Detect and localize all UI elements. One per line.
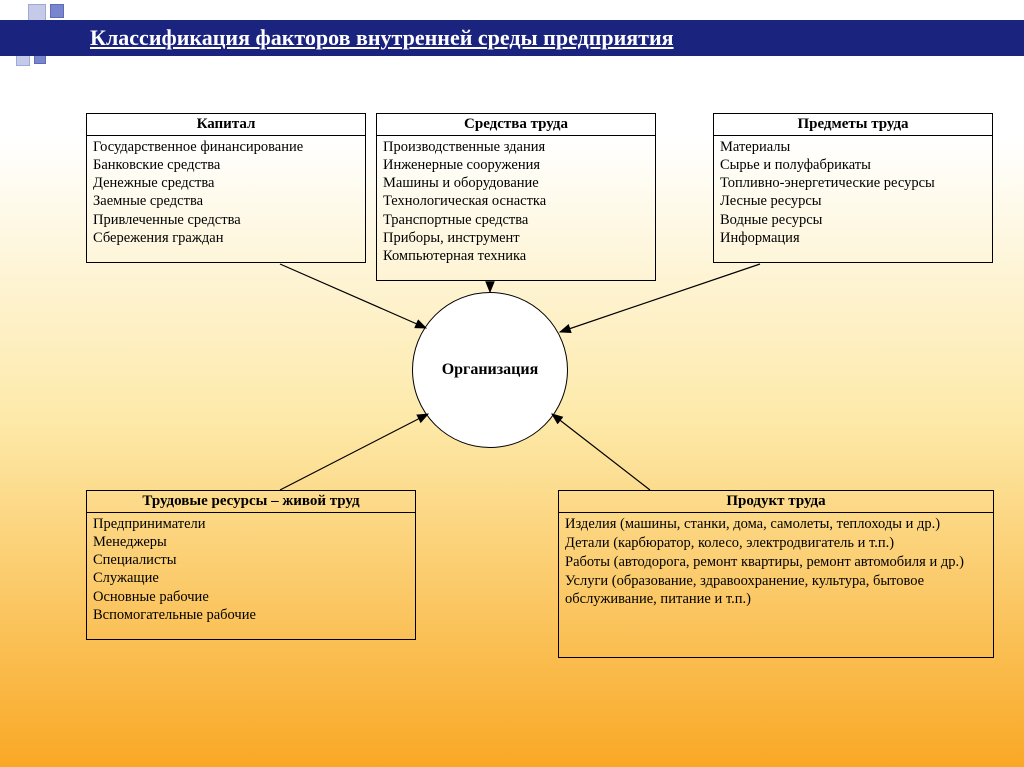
- slide-root: Классификация факторов внутренней среды …: [0, 0, 1024, 767]
- list-item: Сырье и полуфабрикаты: [720, 156, 986, 174]
- page-title: Классификация факторов внутренней среды …: [90, 25, 674, 51]
- title-bar: Классификация факторов внутренней среды …: [0, 20, 1024, 56]
- list-item: Топливно-энергетические ресурсы: [720, 174, 986, 192]
- list-item: Детали (карбюратор, колесо, электродвига…: [565, 534, 987, 553]
- box-means-title: Средства труда: [377, 114, 655, 136]
- box-capital: Капитал Государственное финансированиеБа…: [86, 113, 366, 263]
- list-item: Привлеченные средства: [93, 211, 359, 229]
- list-item: Лесные ресурсы: [720, 192, 986, 210]
- list-item: Банковские средства: [93, 156, 359, 174]
- list-item: Специалисты: [93, 551, 409, 569]
- box-product-title: Продукт труда: [559, 491, 993, 513]
- box-product: Продукт труда Изделия (машины, станки, д…: [558, 490, 994, 658]
- list-item: Сбережения граждан: [93, 229, 359, 247]
- list-item: Водные ресурсы: [720, 211, 986, 229]
- list-item: Инженерные сооружения: [383, 156, 649, 174]
- box-means-body: Производственные зданияИнженерные сооруж…: [377, 136, 655, 267]
- list-item: Заемные средства: [93, 192, 359, 210]
- list-item: Материалы: [720, 138, 986, 156]
- box-means: Средства труда Производственные зданияИн…: [376, 113, 656, 281]
- list-item: Транспортные средства: [383, 211, 649, 229]
- list-item: Приборы, инструмент: [383, 229, 649, 247]
- box-capital-body: Государственное финансированиеБанковские…: [87, 136, 365, 249]
- box-objects-title: Предметы труда: [714, 114, 992, 136]
- box-labor: Трудовые ресурсы – живой труд Предприним…: [86, 490, 416, 640]
- list-item: Машины и оборудование: [383, 174, 649, 192]
- list-item: Изделия (машины, станки, дома, самолеты,…: [565, 515, 987, 534]
- list-item: Работы (автодорога, ремонт квартиры, рем…: [565, 553, 987, 572]
- list-item: Государственное финансирование: [93, 138, 359, 156]
- list-item: Информация: [720, 229, 986, 247]
- box-product-body: Изделия (машины, станки, дома, самолеты,…: [559, 513, 993, 611]
- list-item: Компьютерная техника: [383, 247, 649, 265]
- list-item: Денежные средства: [93, 174, 359, 192]
- box-objects: Предметы труда МатериалыСырье и полуфабр…: [713, 113, 993, 263]
- center-label: Организация: [442, 361, 539, 379]
- box-labor-title: Трудовые ресурсы – живой труд: [87, 491, 415, 513]
- list-item: Вспомогательные рабочие: [93, 606, 409, 624]
- list-item: Предприниматели: [93, 515, 409, 533]
- list-item: Услуги (образование, здравоохранение, ку…: [565, 572, 987, 610]
- list-item: Менеджеры: [93, 533, 409, 551]
- list-item: Технологическая оснастка: [383, 192, 649, 210]
- list-item: Основные рабочие: [93, 588, 409, 606]
- list-item: Служащие: [93, 569, 409, 587]
- box-objects-body: МатериалыСырье и полуфабрикатыТопливно-э…: [714, 136, 992, 249]
- box-labor-body: ПредпринимателиМенеджерыСпециалистыСлужа…: [87, 513, 415, 626]
- box-capital-title: Капитал: [87, 114, 365, 136]
- list-item: Производственные здания: [383, 138, 649, 156]
- center-node: Организация: [412, 292, 568, 448]
